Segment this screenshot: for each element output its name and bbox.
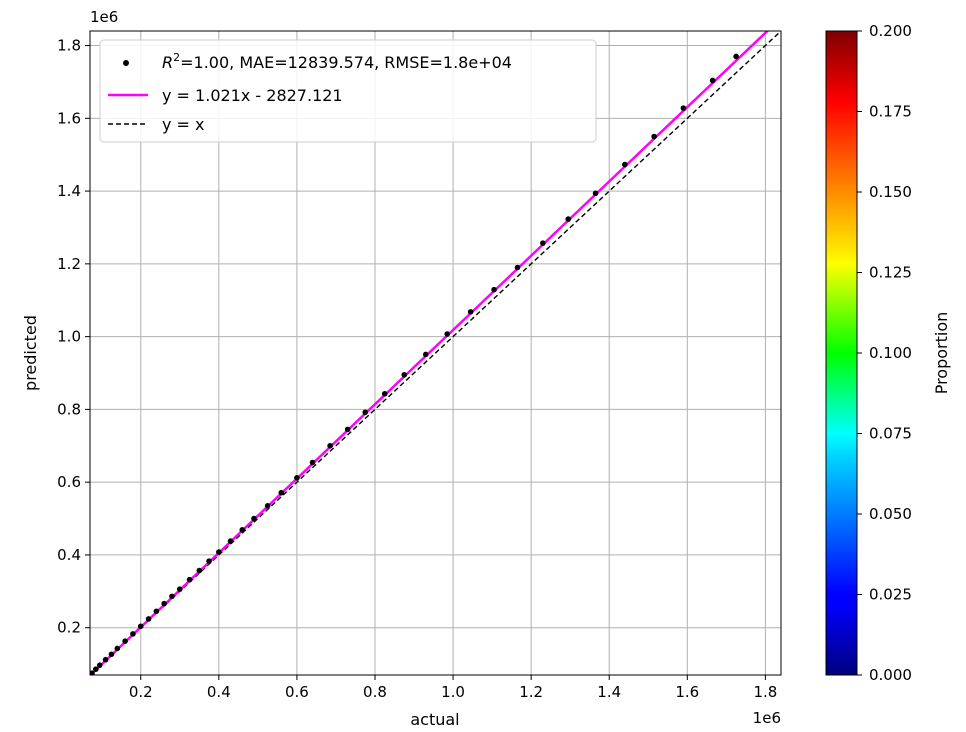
data-point [680, 105, 687, 111]
data-point [227, 538, 234, 544]
data-point [153, 608, 160, 615]
data-point [278, 489, 285, 496]
legend-marker-points [123, 60, 129, 66]
data-point [309, 459, 316, 466]
x-axis-label: actual [410, 710, 459, 729]
x-tick-label: 1.2 [519, 683, 543, 701]
plot-frame [89, 30, 782, 676]
x-tick-label: 1.8 [753, 683, 777, 701]
data-point [491, 286, 497, 293]
data-point [145, 616, 152, 622]
data-point [251, 515, 257, 522]
identity-line [90, 31, 781, 675]
legend-label-points: R2=1.00, MAE=12839.574, RMSE=1.8e+04 [162, 51, 512, 72]
colorbar-tick-label: 0.200 [869, 22, 912, 40]
x-tick-label: 0.4 [207, 683, 231, 701]
data-point [102, 656, 109, 663]
data-point [362, 409, 369, 416]
y-tick-label: 0.8 [57, 400, 81, 418]
x-tick-label: 1.0 [441, 683, 465, 701]
colorbar-tick-label: 0.150 [869, 183, 912, 201]
colorbar-gradient [825, 30, 858, 676]
data-point [540, 240, 546, 246]
data-point [444, 331, 451, 337]
colorbar: 0.000 0.025 0.050 0.075 0.100 0.125 0.150 0.175… [825, 22, 951, 684]
y-tick-label: 0.2 [57, 619, 81, 637]
x-tick-label: 1.4 [597, 683, 621, 701]
data-point [186, 576, 193, 583]
data-point [709, 77, 716, 84]
data-point [196, 567, 203, 574]
data-point [216, 549, 222, 555]
data-point [130, 631, 136, 637]
legend: R2=1.00, MAE=12839.574, RMSE=1.8e+04 y =… [99, 39, 597, 143]
x-offset-label: 1e6 [753, 709, 781, 727]
data-point [401, 372, 408, 378]
data-point [176, 586, 183, 592]
data-point [422, 351, 429, 358]
data-point [467, 309, 474, 315]
data-point [90, 670, 95, 675]
data-point [622, 161, 628, 168]
x-tick-label: 1.6 [675, 683, 699, 701]
data-point [206, 558, 212, 564]
scatter-points [90, 53, 739, 675]
data-point [108, 651, 115, 658]
data-point [381, 390, 388, 397]
data-point [114, 645, 121, 652]
data-point [169, 593, 175, 600]
data-point [93, 666, 99, 672]
colorbar-tick-label: 0.175 [869, 103, 912, 121]
legend-box [99, 39, 597, 143]
x-tick-label: 0.2 [129, 683, 153, 701]
y-tick-label: 1.0 [57, 328, 81, 346]
colorbar-tick-label: 0.000 [869, 666, 912, 684]
colorbar-tick-label: 0.075 [869, 425, 912, 443]
data-point [137, 623, 144, 630]
colorbar-tick-label: 0.050 [869, 505, 912, 523]
y-tick-label: 0.4 [57, 546, 81, 564]
data-point [327, 442, 333, 449]
x-tick-label: 0.6 [285, 683, 309, 701]
fit-line [90, 31, 770, 675]
data-point [161, 600, 167, 607]
data-point [264, 503, 271, 509]
y-tick-label: 1.6 [57, 109, 81, 127]
y-offset-label: 1e6 [90, 8, 118, 26]
colorbar-tick-label: 0.125 [869, 264, 912, 282]
colorbar-label: Proportion [932, 312, 951, 395]
legend-label-fit: y = 1.021x - 2827.121 [162, 86, 343, 105]
data-point [592, 190, 599, 197]
y-axis-label: predicted [21, 315, 40, 391]
y-tick-label: 0.6 [57, 473, 81, 491]
data-point [294, 474, 300, 481]
data-point [514, 264, 521, 271]
x-tick-label: 0.8 [363, 683, 387, 701]
y-tick-label: 1.4 [57, 182, 81, 200]
data-point [651, 133, 657, 140]
data-point [122, 638, 128, 644]
data-point [96, 662, 103, 668]
x-axis-ticks: 0.2 0.4 0.6 0.8 1.0 1.2 1.4 1.6 1.8 [129, 675, 777, 701]
y-tick-label: 1.2 [57, 255, 81, 273]
legend-label-identity: y = x [162, 115, 205, 134]
y-axis-ticks: 0.2 0.4 0.6 0.8 1.0 1.2 1.4 1.6 1.8 [57, 37, 90, 637]
data-point [565, 216, 572, 222]
lines [90, 31, 781, 675]
colorbar-ticks: 0.000 0.025 0.050 0.075 0.100 0.125 0.150 0.175… [857, 22, 912, 684]
colorbar-tick-label: 0.025 [869, 586, 912, 604]
data-point [344, 426, 351, 433]
data-point [733, 53, 739, 60]
data-point [239, 527, 246, 533]
colorbar-tick-label: 0.100 [869, 344, 912, 362]
y-tick-label: 1.8 [57, 37, 81, 55]
